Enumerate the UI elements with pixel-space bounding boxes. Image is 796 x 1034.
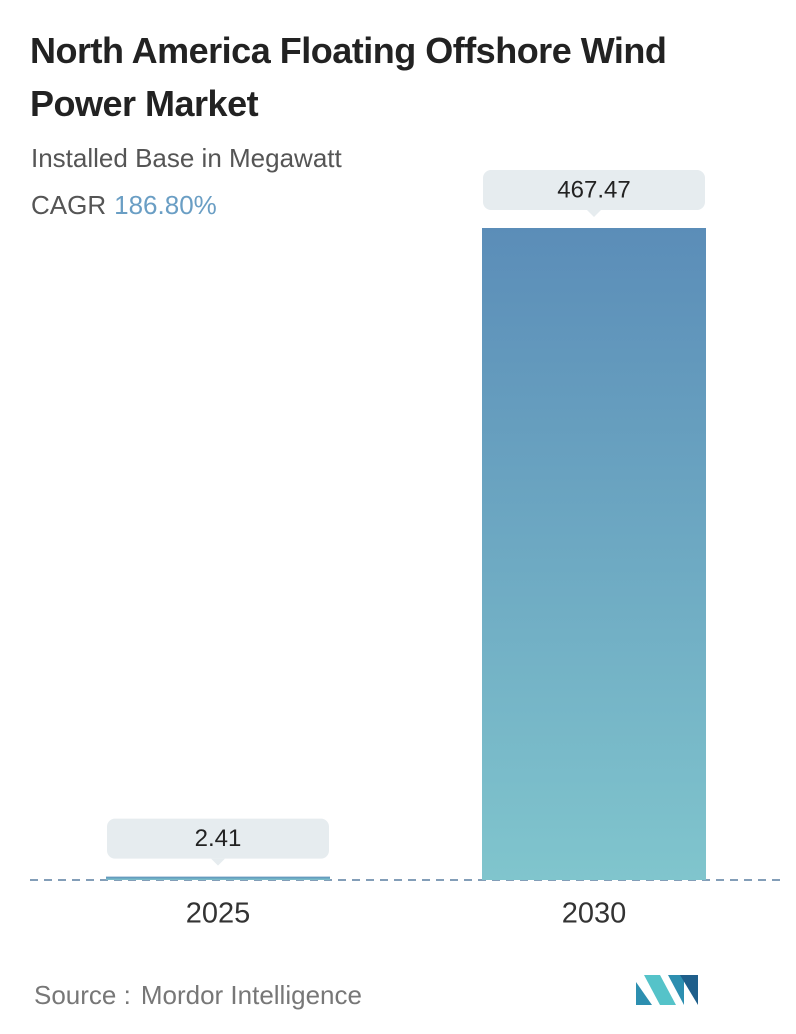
source-label: Source : (34, 980, 131, 1010)
cagr: CAGR 186.80% (31, 190, 217, 221)
x-tick-label: 2025 (186, 898, 251, 930)
source-name: Mordor Intelligence (140, 980, 362, 1010)
bar (106, 876, 330, 880)
value-label-pointer (211, 858, 225, 866)
value-label: 2.41 (195, 825, 242, 852)
value-label-box (107, 818, 329, 859)
x-tick-label: 2030 (562, 898, 627, 930)
chart-subtitle: Installed Base in Megawatt (31, 143, 342, 173)
value-label: 467.47 (557, 176, 630, 203)
value-label-pointer (587, 210, 601, 217)
logo (636, 975, 698, 1005)
value-label-box (483, 170, 705, 210)
chart-title: North America Floating Offshore Wind Pow… (30, 30, 667, 124)
bar (482, 228, 706, 880)
cagr-label: CAGR (31, 190, 107, 220)
cagr-value: 186.80% (114, 190, 217, 220)
source: Source : Mordor Intelligence (34, 980, 362, 1011)
